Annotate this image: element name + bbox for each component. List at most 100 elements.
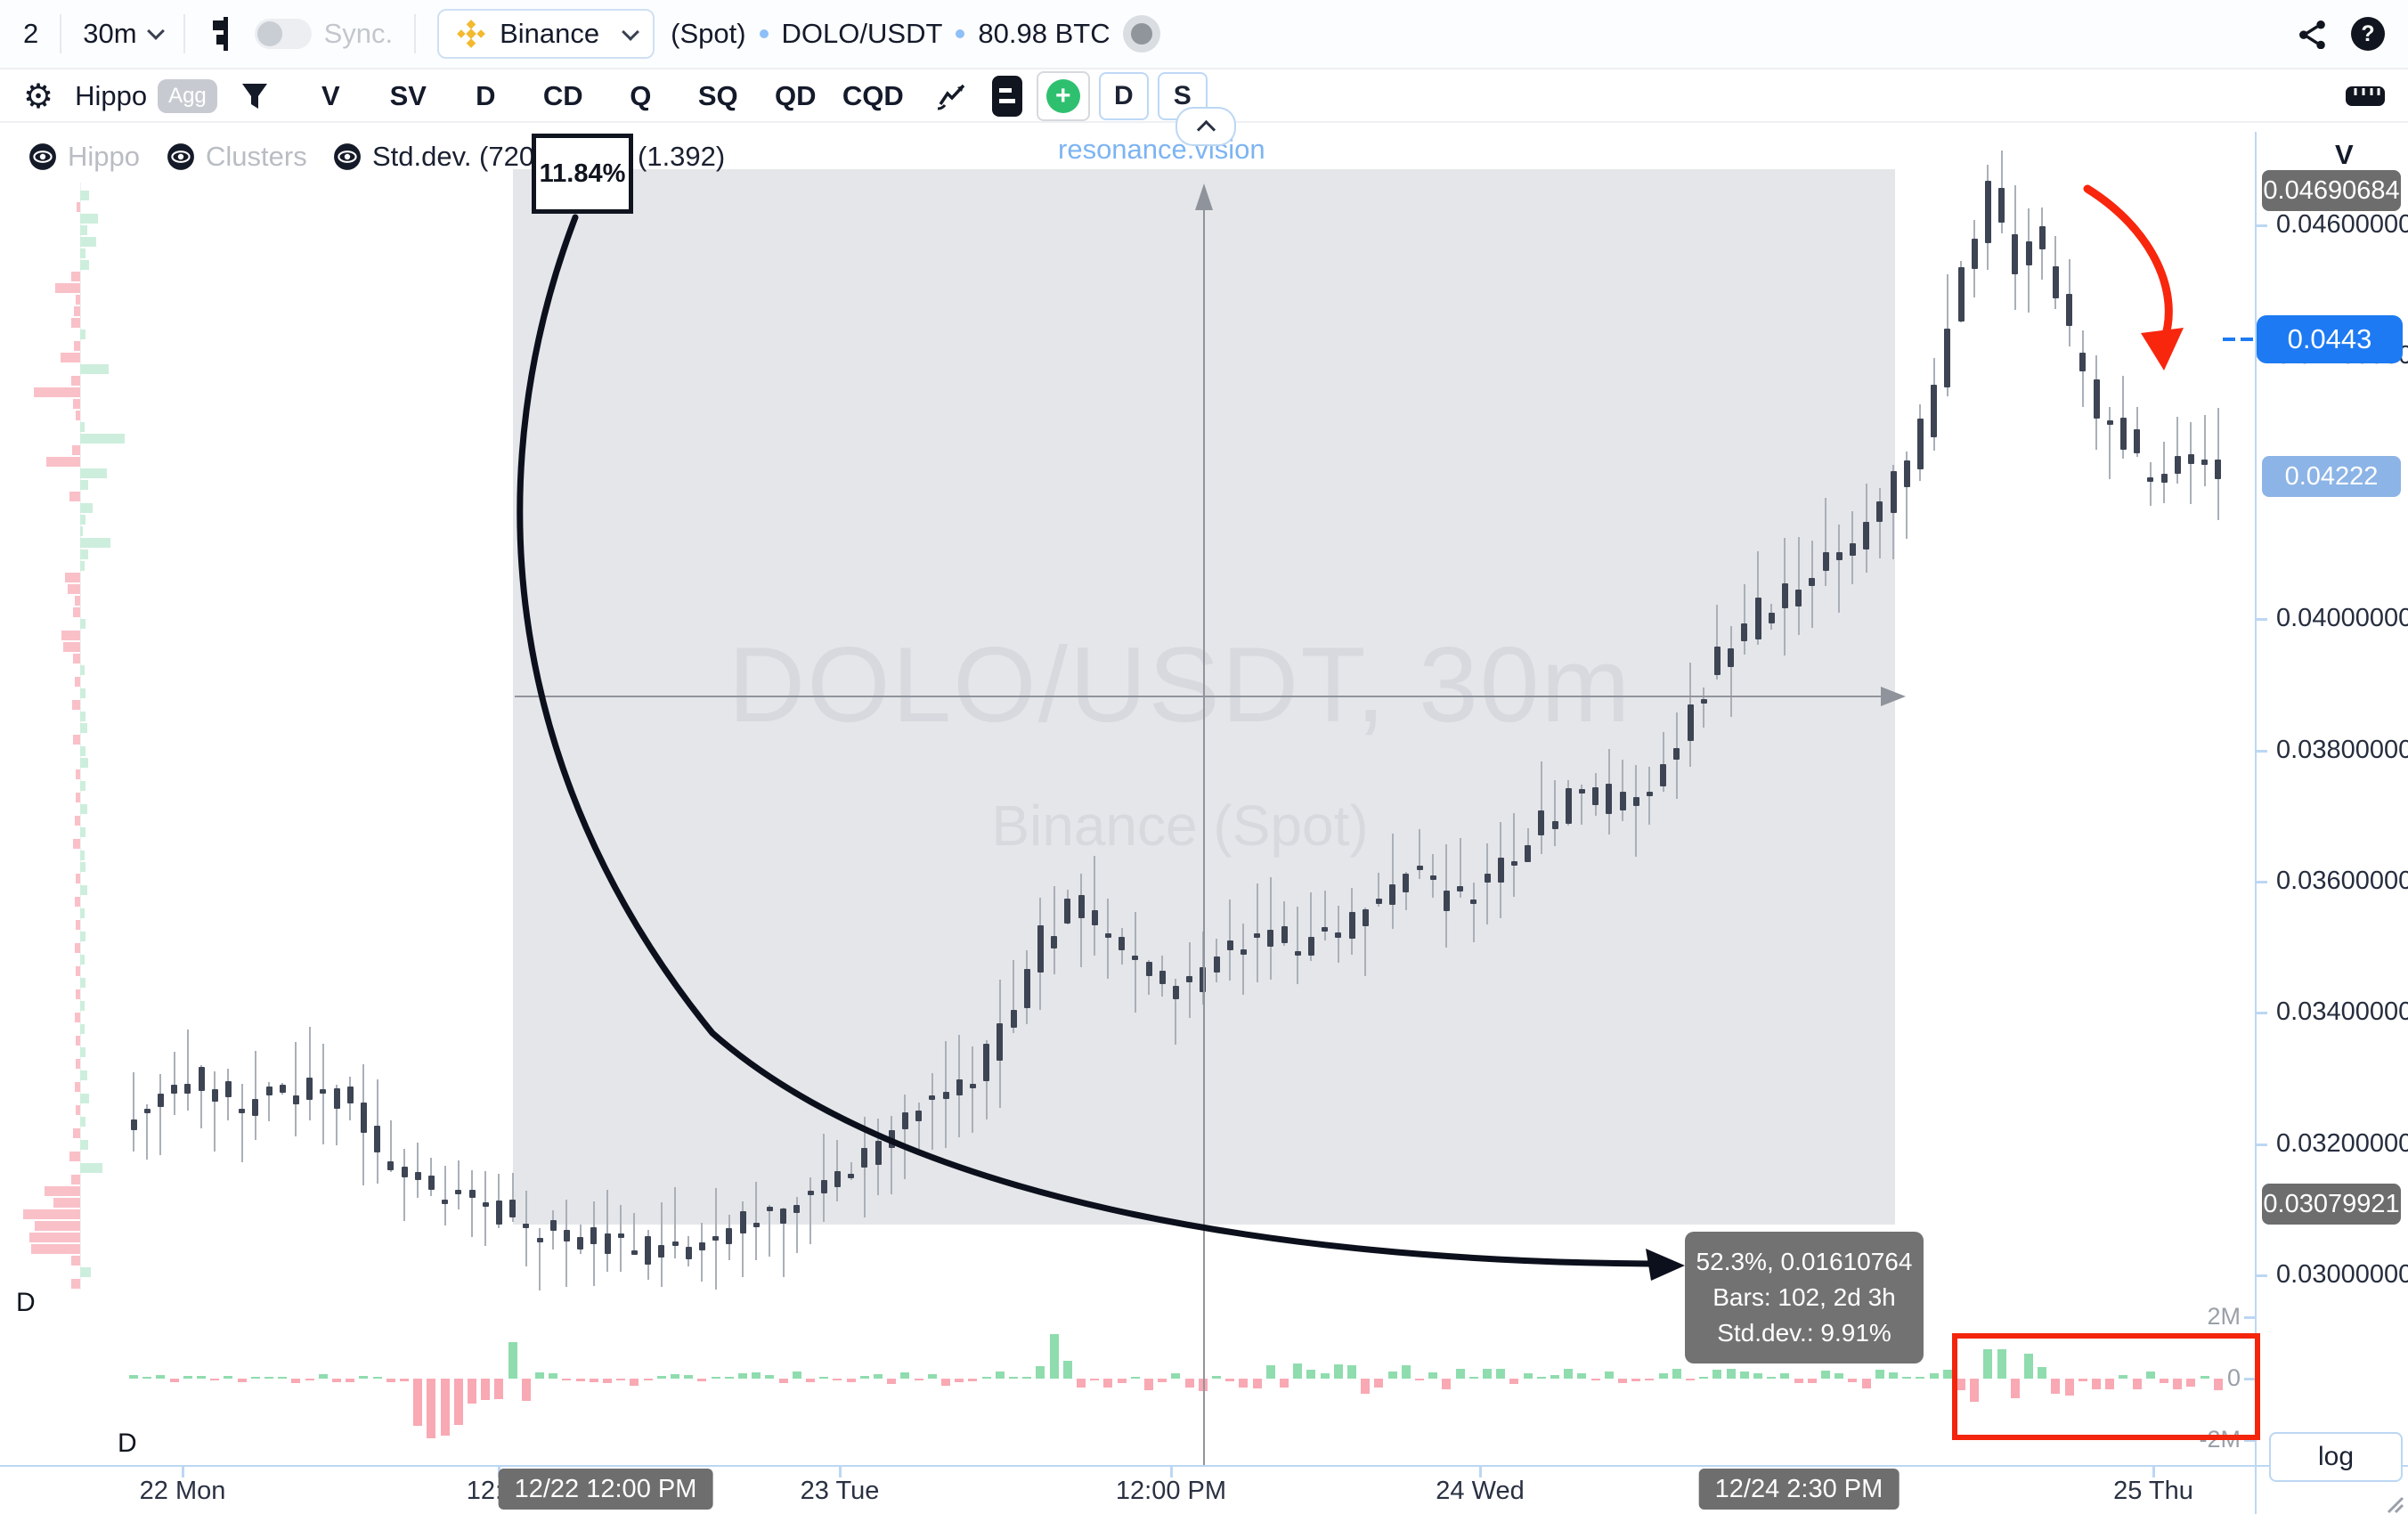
- exchange-dropdown[interactable]: Binance: [437, 9, 655, 59]
- volume-bar: [874, 1373, 883, 1379]
- candle: [265, 1087, 273, 1096]
- price-tick: [2255, 880, 2267, 883]
- indicator-button-qd[interactable]: QD: [775, 80, 817, 111]
- sync-toggle[interactable]: [254, 19, 312, 49]
- help-icon[interactable]: ?: [2351, 17, 2385, 51]
- candle: [915, 1110, 923, 1121]
- timeframe-dropdown[interactable]: 30m: [83, 18, 165, 50]
- volume-bar: [1956, 1379, 1965, 1391]
- volume-profile-bar: [71, 376, 80, 386]
- candle: [211, 1088, 218, 1102]
- profile-name[interactable]: Hippo: [75, 80, 148, 111]
- volume-bar: [2064, 1379, 2074, 1396]
- flag-icon[interactable]: [210, 15, 237, 53]
- volume-bar: [453, 1379, 463, 1425]
- volume-bar: [765, 1375, 775, 1379]
- volume-bar: [2038, 1367, 2047, 1379]
- log-scale-button[interactable]: log: [2269, 1432, 2403, 1482]
- candle: [848, 1174, 855, 1179]
- gear-icon[interactable]: ⚙: [23, 77, 54, 116]
- candle: [2174, 455, 2181, 474]
- volume-profile-bar: [80, 330, 85, 339]
- candle-wick: [931, 1073, 933, 1151]
- volume-bar: [806, 1379, 815, 1382]
- ruler-icon[interactable]: [2346, 86, 2385, 106]
- volume-profile-bar: [80, 781, 85, 791]
- candle-wick: [755, 1181, 758, 1261]
- volume-bar: [318, 1374, 328, 1379]
- volume-bar: [1712, 1370, 1722, 1379]
- volume-profile-bar: [77, 202, 80, 212]
- volume-bar: [1631, 1379, 1641, 1382]
- volume-profile-bar: [35, 1221, 80, 1231]
- volume-bar: [603, 1379, 612, 1383]
- volume-profile-bar: [69, 492, 80, 501]
- d-mode-button[interactable]: D: [1098, 72, 1149, 120]
- candle: [2201, 460, 2209, 466]
- candle-wick: [511, 1173, 514, 1223]
- volume-profile-bar: [75, 897, 80, 907]
- volume-bar: [440, 1379, 450, 1436]
- time-tick-label: 25 Thu: [2113, 1477, 2193, 1505]
- candle: [1307, 937, 1314, 956]
- volume-profile-bar: [73, 735, 80, 745]
- volume-bar: [224, 1376, 233, 1379]
- add-button[interactable]: +: [1036, 71, 1090, 121]
- time-tick: [182, 1465, 184, 1477]
- indicator-button-cqd[interactable]: CQD: [842, 80, 904, 111]
- candle: [726, 1228, 733, 1244]
- candle: [1389, 883, 1396, 905]
- candle: [387, 1160, 395, 1171]
- legend-clusters-toggle[interactable]: Clusters: [167, 141, 307, 173]
- indicator-button-v[interactable]: V: [321, 80, 340, 111]
- legend-hippo-toggle[interactable]: Hippo: [28, 141, 140, 173]
- volume-bar: [1428, 1372, 1438, 1379]
- indicator-button-sv[interactable]: SV: [389, 80, 427, 111]
- volume-bar: [981, 1377, 991, 1379]
- volume-tick: [2244, 1439, 2255, 1442]
- legend-stddev-toggle[interactable]: Std.dev. (720): [333, 141, 543, 173]
- volume-profile-bar: [80, 1267, 91, 1277]
- price-tick-label: 0.03000000: [2276, 1260, 2408, 1289]
- candle: [604, 1233, 611, 1254]
- volume-profile-bar: [80, 503, 93, 513]
- volume-bar: [1239, 1379, 1249, 1388]
- status-dot[interactable]: [1122, 15, 1160, 53]
- volume-bar: [1184, 1379, 1194, 1388]
- indicator-button-d[interactable]: D: [476, 80, 496, 111]
- indicator-button-cd[interactable]: CD: [542, 80, 583, 111]
- volume-bar: [2119, 1374, 2128, 1379]
- volume-bar: [859, 1376, 869, 1379]
- candle: [442, 1200, 449, 1205]
- volume-profile-bar: [73, 607, 80, 617]
- line-chart-icon[interactable]: [935, 81, 969, 111]
- candle-wick: [1878, 488, 1881, 558]
- volume-profile-bar: [80, 225, 87, 235]
- volume-bar: [1455, 1368, 1465, 1379]
- volume-profile-bar: [80, 955, 85, 965]
- candle-wick: [268, 1082, 270, 1122]
- volume-profile-bar: [55, 283, 80, 293]
- resonance-vision-link[interactable]: resonance.vision: [1058, 134, 1265, 165]
- collapse-toolbar-button[interactable]: [1176, 107, 1236, 146]
- candle: [157, 1094, 164, 1108]
- time-tick: [1170, 1465, 1173, 1477]
- candle-wick: [1540, 761, 1542, 854]
- volume-bar: [1807, 1379, 1817, 1383]
- candle-wick: [1107, 899, 1110, 979]
- volume-profile-bar: [80, 1047, 85, 1057]
- share-icon[interactable]: [2298, 19, 2328, 49]
- candle-wick: [1838, 524, 1841, 614]
- stddev-value-box: 11.84%: [532, 134, 633, 214]
- candle: [1863, 521, 1870, 549]
- volume-bar: [521, 1379, 531, 1402]
- volume-tick: [2244, 1316, 2255, 1319]
- candle-wick: [823, 1133, 826, 1222]
- indicator-button-sq[interactable]: SQ: [697, 80, 738, 111]
- volume-bar: [778, 1379, 788, 1384]
- volume-bar: [2051, 1379, 2061, 1395]
- filter-icon[interactable]: [240, 82, 269, 110]
- indicator-button-q[interactable]: Q: [630, 80, 652, 111]
- candle: [739, 1211, 746, 1233]
- list-icon[interactable]: [991, 76, 1022, 117]
